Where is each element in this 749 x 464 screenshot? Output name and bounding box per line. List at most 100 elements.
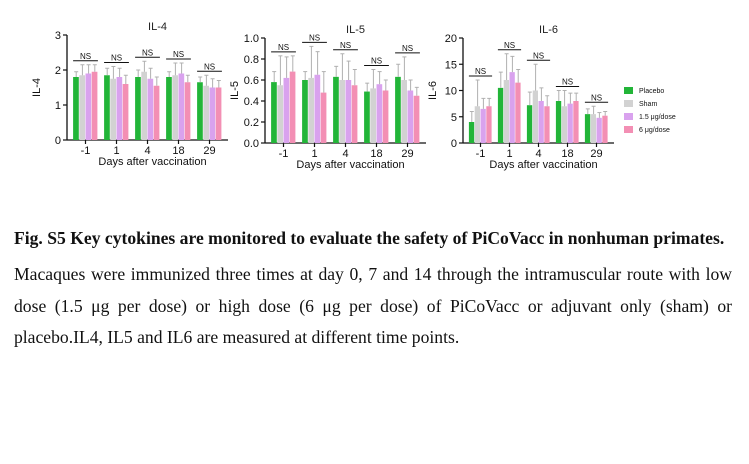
bar-placebo (526, 105, 533, 143)
bar-placebo (302, 80, 308, 143)
significance-label: NS (173, 50, 184, 59)
significance-label: NS (142, 48, 153, 57)
bar-1-5-g-dose (209, 87, 216, 140)
chart-title: IL-5 (346, 24, 365, 36)
y-tick-label: 15 (445, 59, 457, 71)
bar-1-5-g-dose (85, 73, 92, 140)
bar-6-g-dose (215, 87, 222, 140)
bar-6-g-dose (351, 85, 358, 143)
bar-sham (141, 71, 147, 140)
bar-placebo (364, 91, 370, 143)
bar-1-5-g-dose (283, 77, 290, 143)
bar-sham (370, 88, 376, 143)
bar-6-g-dose (573, 101, 579, 143)
legend-swatch (624, 126, 633, 133)
bar-sham (590, 114, 596, 144)
bar-placebo (166, 77, 172, 140)
significance-label: NS (371, 57, 382, 66)
bar-6-g-dose (289, 71, 296, 143)
x-tick-label: 18 (172, 145, 184, 157)
legend-label: 1.5 μg/dose (639, 114, 676, 121)
bar-placebo (555, 101, 562, 143)
x-tick-label: 1 (311, 148, 317, 160)
bar-placebo (497, 87, 504, 144)
y-tick-label: 0 (55, 135, 61, 147)
bar-placebo (73, 77, 79, 140)
y-axis-label: IL-6 (427, 81, 439, 100)
bar-placebo (135, 77, 141, 140)
y-tick-label: 0.6 (244, 75, 259, 87)
significance-label: NS (278, 43, 289, 52)
bar-6-g-dose (184, 82, 191, 140)
x-axis-label: Days after vaccination (98, 156, 206, 168)
bar-1-5-g-dose (178, 73, 185, 140)
bar-sham (308, 77, 314, 143)
x-tick-label: 29 (401, 148, 413, 160)
bar-placebo (104, 75, 110, 140)
bar-sham (79, 75, 85, 140)
bar-sham (503, 80, 509, 143)
bar-sham (561, 106, 567, 143)
y-axis-label: IL-5 (229, 81, 241, 100)
bar-6-g-dose (91, 71, 98, 140)
bar-placebo (584, 114, 591, 144)
bar-6-g-dose (515, 82, 521, 144)
chart-title: IL-6 (539, 24, 558, 36)
bar-sham (339, 80, 345, 143)
bar-placebo (197, 82, 203, 140)
x-tick-label: 1 (506, 148, 512, 160)
bar-1-5-g-dose (509, 72, 515, 144)
cytokine-figure: IL-4 IL-4 0 1 2 3 NS -1 NS 1 NS 4 NS 18 NS 29 Days after… (0, 0, 749, 215)
x-tick-label: -1 (476, 148, 486, 160)
bar-sham (110, 78, 116, 140)
bar-1-5-g-dose (345, 80, 352, 143)
chart-title: IL-4 (148, 21, 167, 33)
y-tick-label: 1.0 (244, 33, 259, 45)
bar-sham (203, 85, 209, 140)
legend-swatch (624, 113, 633, 120)
significance-label: NS (80, 52, 91, 61)
significance-label: NS (402, 44, 413, 53)
significance-label: NS (475, 67, 486, 76)
bar-6-g-dose (486, 106, 492, 143)
y-tick-label: 3 (55, 30, 61, 42)
legend-label: Sham (639, 101, 657, 108)
bar-6-g-dose (153, 85, 160, 140)
bar-1-5-g-dose (147, 78, 154, 140)
legend-swatch (624, 87, 633, 94)
bar-6-g-dose (122, 84, 129, 140)
y-tick-label: 0.4 (244, 96, 259, 108)
bar-1-5-g-dose (116, 77, 123, 140)
y-tick-label: 10 (445, 86, 457, 98)
significance-label: NS (562, 78, 573, 87)
caption-title: Fig. S5 Key cytokines are monitored to e… (14, 228, 725, 248)
significance-label: NS (533, 51, 544, 60)
bar-6-g-dose (382, 90, 389, 143)
bar-1-5-g-dose (596, 117, 602, 143)
y-tick-label: 0.2 (244, 117, 259, 129)
bar-sham (277, 85, 283, 143)
bar-6-g-dose (413, 95, 420, 143)
bar-1-5-g-dose (538, 101, 544, 143)
bar-placebo (271, 82, 277, 143)
y-tick-label: 0.0 (244, 138, 259, 150)
bar-sham (474, 106, 480, 143)
x-axis-label: Days after vaccination (296, 159, 404, 171)
y-axis-label: IL-4 (31, 78, 43, 97)
bar-sham (401, 80, 407, 143)
bar-placebo (333, 76, 339, 143)
significance-label: NS (504, 41, 515, 50)
x-tick-label: -1 (279, 148, 289, 160)
y-tick-label: 5 (451, 112, 457, 124)
bar-1-5-g-dose (314, 74, 321, 143)
bar-sham (172, 75, 178, 140)
significance-label: NS (340, 41, 351, 50)
bar-6-g-dose (320, 92, 327, 143)
bar-1-5-g-dose (480, 108, 486, 144)
legend-label: Placebo (639, 88, 664, 95)
bar-1-5-g-dose (376, 84, 383, 143)
x-tick-label: 4 (535, 148, 541, 160)
significance-label: NS (111, 54, 122, 63)
x-tick-label: 18 (561, 148, 573, 160)
caption-body: Macaques were immunized three times at d… (14, 264, 732, 347)
